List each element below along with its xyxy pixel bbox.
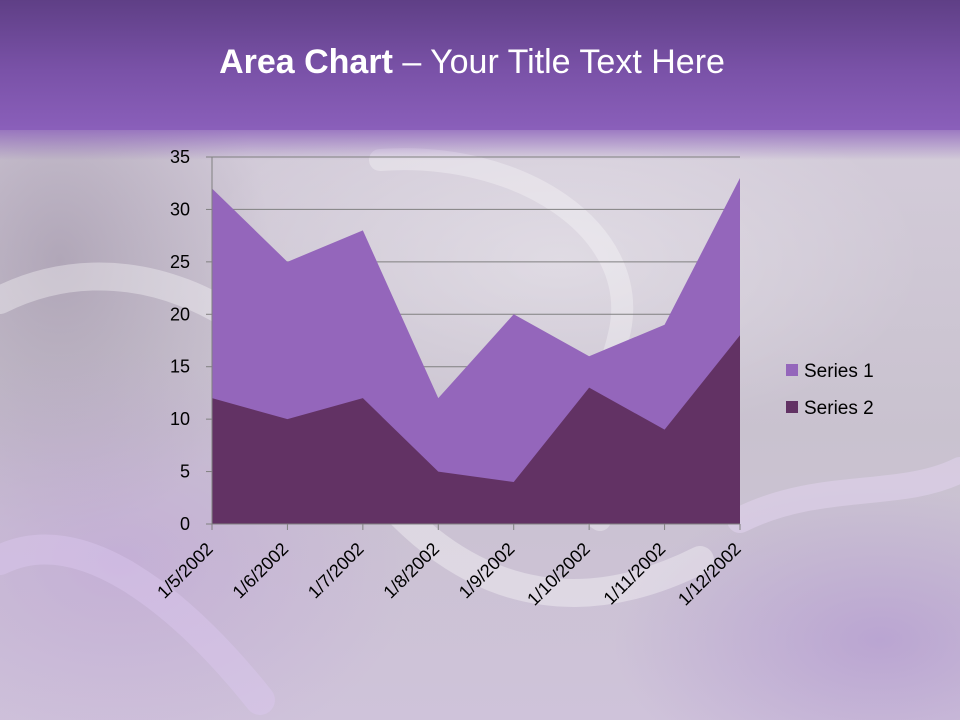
x-tick-label: 1/9/2002: [455, 539, 519, 603]
legend-label-series-2: Series 2: [804, 398, 874, 419]
slide-title-bold: Area Chart: [219, 43, 393, 81]
title-banner: [0, 0, 960, 130]
slide-title: Area Chart – Your Title Text Here: [0, 40, 944, 84]
x-tick-label: 1/5/2002: [153, 539, 217, 603]
y-tick-label: 35: [170, 147, 190, 167]
title-banner-fade: [0, 126, 960, 160]
x-tick-label: 1/10/2002: [523, 539, 594, 610]
x-tick-label: 1/12/2002: [674, 539, 745, 610]
slide-title-rest: – Your Title Text Here: [392, 43, 725, 81]
legend-swatch-series-1: [786, 364, 798, 376]
y-tick-label: 30: [170, 199, 190, 219]
x-tick-label: 1/6/2002: [229, 539, 293, 603]
y-tick-label: 10: [170, 409, 190, 429]
y-tick-label: 0: [180, 514, 190, 534]
chart-areas: [212, 177, 740, 524]
y-tick-label: 25: [170, 252, 190, 272]
legend-label-series-1: Series 1: [804, 361, 874, 382]
x-tick-label: 1/8/2002: [379, 539, 443, 603]
x-tick-label: 1/7/2002: [304, 539, 368, 603]
x-tick-label: 1/11/2002: [600, 539, 670, 609]
y-tick-label: 20: [170, 304, 190, 324]
y-tick-label: 5: [180, 462, 190, 482]
chart-legend: Series 1 Series 2: [786, 361, 874, 419]
legend-swatch-series-2: [786, 401, 798, 413]
area-series-2: [212, 335, 740, 524]
y-tick-label: 15: [170, 357, 190, 377]
